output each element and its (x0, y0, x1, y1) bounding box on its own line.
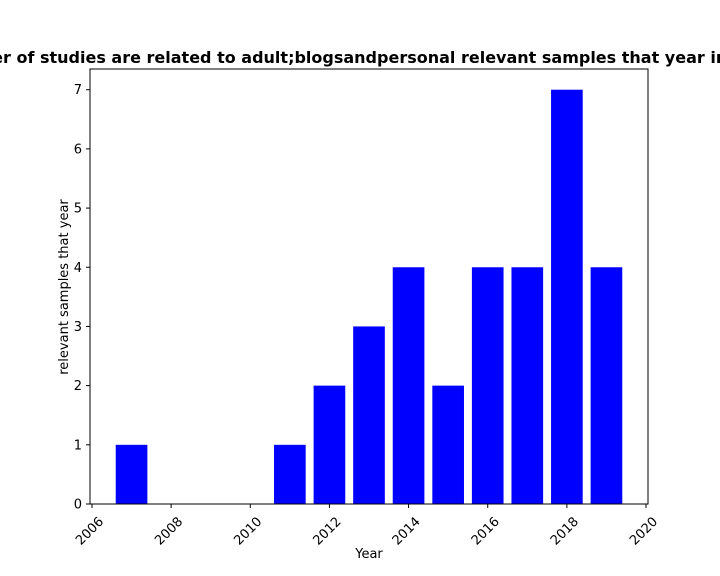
y-tick-label-1: 1 (74, 438, 82, 453)
chart-title: Number of studies are related to adult;b… (0, 48, 720, 67)
y-tick-label-3: 3 (74, 320, 82, 335)
bar-2016 (471, 267, 504, 504)
y-tick-label-7: 7 (74, 83, 82, 98)
x-axis-label: Year (354, 547, 383, 562)
bar-2015 (432, 385, 464, 504)
y-axis-label: relevant samples that year (57, 199, 72, 375)
plot-area-frame (89, 68, 649, 505)
y-tick-label-5: 5 (74, 202, 82, 217)
x-tick-label-2010: 2010 (231, 514, 265, 548)
y-tick-label-4: 4 (74, 261, 82, 276)
x-tick-label-2014: 2014 (390, 514, 424, 548)
bar-2007 (115, 444, 148, 504)
bars-layer (115, 89, 623, 505)
x-tick-label-2016: 2016 (469, 514, 503, 548)
bar-2013 (353, 326, 385, 504)
x-tick-label-2012: 2012 (311, 514, 345, 548)
y-tick-label-0: 0 (74, 498, 82, 513)
y-axis: 0 1 2 3 4 5 6 7 (74, 83, 90, 513)
bar-2014 (392, 267, 425, 504)
x-tick-label-2018: 2018 (548, 514, 582, 548)
x-tick-label-2006: 2006 (73, 514, 107, 548)
x-axis: 2006 2008 2010 2012 2014 2016 2018 2020 (73, 504, 661, 549)
x-tick-label-2008: 2008 (152, 514, 186, 548)
bar-2011 (274, 444, 306, 504)
bar-2019 (590, 267, 623, 504)
bar-2018 (551, 89, 583, 505)
x-tick-label-2020: 2020 (627, 514, 661, 548)
bar-2012 (313, 385, 346, 504)
bar-2017 (511, 267, 544, 504)
y-tick-label-6: 6 (74, 142, 82, 157)
y-tick-label-2: 2 (74, 379, 82, 394)
